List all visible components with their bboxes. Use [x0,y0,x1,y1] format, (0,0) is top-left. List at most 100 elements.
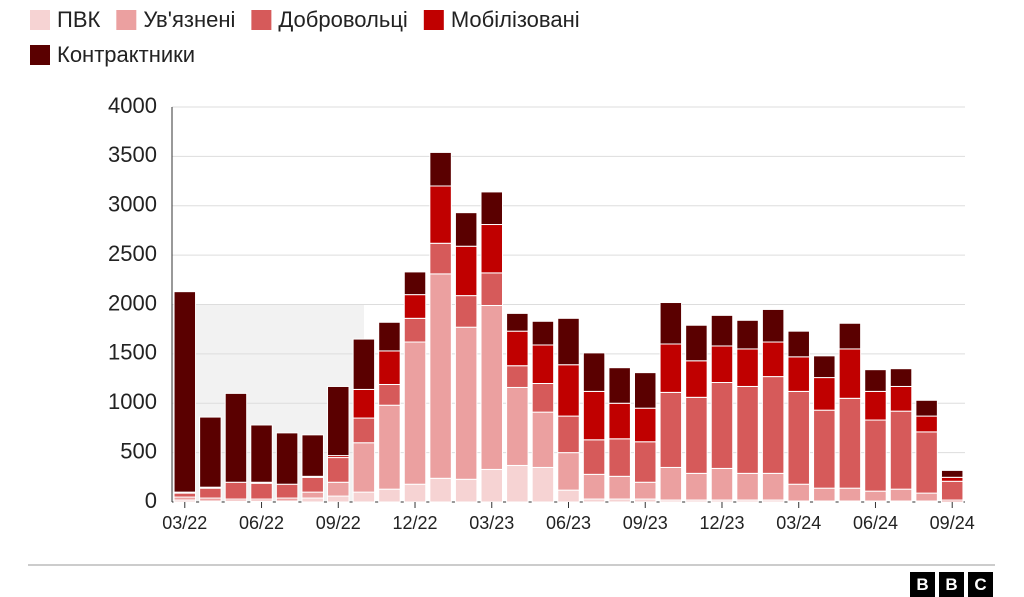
bar-segment [403,341,427,485]
bar-segment [736,319,759,350]
bar-segment [480,272,504,306]
bar-segment [199,416,222,488]
legend-swatch [423,10,444,30]
y-tick-label: 3500 [108,142,157,167]
bar-segment [301,476,324,493]
bar-segment [173,291,197,493]
bar-segment [352,388,376,419]
bar-segment [352,417,376,444]
bar-segment [710,382,734,469]
bar-segment [224,481,248,500]
bar-segment [633,441,657,483]
bar-segment [506,464,529,503]
bar-segment [531,344,555,384]
bar-segment [352,491,376,503]
bar-segment [685,324,708,362]
bar-segment [838,397,862,489]
bar-segment [608,475,631,500]
bar-segment [557,489,580,503]
legend-label: ПВК [57,7,100,32]
bar-segment [940,476,964,482]
bar-segment [429,273,452,479]
bar-segment [301,434,324,477]
bar-segment [506,312,529,332]
y-tick-label: 3000 [108,192,157,217]
bar-segment [915,415,938,433]
y-tick-label: 0 [145,488,157,513]
y-tick-label: 2000 [108,290,157,315]
bar-segment [480,224,504,274]
bar-segment [557,317,580,366]
bar-segment [787,390,810,485]
bar-segment [864,419,887,492]
bar-segment [327,385,350,457]
bar-segment [378,383,401,406]
bar-segment [506,365,529,388]
legend-label: Мобілізовані [451,7,580,32]
bar-segment [327,457,350,483]
bar-segment [787,483,810,502]
legend-swatch [116,10,137,30]
bar-segment [531,320,555,346]
bar-segment [633,407,657,443]
bar-segment [480,191,504,226]
bar-segment [685,472,708,501]
x-tick-label: 06/23 [546,513,591,533]
bar-segment [940,469,964,478]
bar-segment [787,356,810,392]
bar-segment [454,326,478,480]
bar-segment [301,491,324,499]
bar-segment [250,482,273,500]
bar-segment [531,466,555,503]
bar-segment [813,409,836,489]
bar-segment [659,391,683,468]
x-tick-label: 03/24 [776,513,821,533]
bar-segment [429,151,452,187]
bar-segment [531,383,555,413]
bar-segment [506,330,529,367]
bar-segment [403,317,427,343]
bar-segment [480,304,504,470]
bar-segment [838,487,862,502]
bar-segment [557,364,580,417]
bar-segment [685,360,708,398]
legend-swatch [251,10,272,30]
logo-box [968,572,993,597]
y-tick-label: 2500 [108,241,157,266]
bar-segment [659,302,683,345]
bar-segment [454,478,478,503]
y-tick-label: 1000 [108,389,157,414]
x-tick-label: 03/22 [162,513,207,533]
y-tick-label: 4000 [108,93,157,118]
bar-segment [659,466,683,501]
bar-segment [224,392,248,483]
bar-segment [761,341,785,378]
legend-swatch [30,45,50,65]
bar-segment [327,495,350,503]
bar-segment [506,386,529,466]
bar-segment [275,432,299,485]
bar-segment [454,245,478,297]
bar-segment [685,396,708,474]
logo-box [939,572,964,597]
x-tick-label: 12/22 [392,513,437,533]
bar-segment [582,473,606,500]
bar-segment [378,404,401,490]
bar-segment [736,348,759,387]
logo-letter: B [945,575,957,594]
bar-segment [864,390,887,421]
bar-segment [838,322,862,350]
legend-label: Ув'язнені [143,7,235,32]
bar-segment [582,439,606,475]
bar-segment [659,343,683,393]
legend-label: Контрактники [57,42,195,67]
bar-segment [250,424,273,483]
bar-segment [736,385,759,474]
bar-segment [480,468,504,503]
bar-segment [608,438,631,477]
legend-swatch [30,10,50,30]
bar-segment [761,472,785,501]
bar-segment [736,472,759,501]
